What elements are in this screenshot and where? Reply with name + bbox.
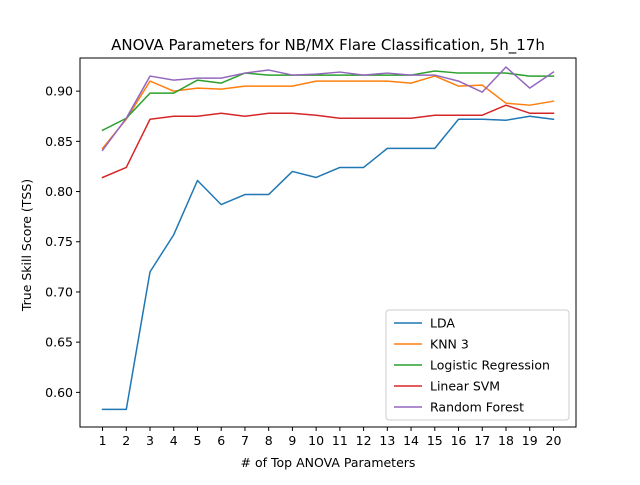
y-tick-label: 0.85 xyxy=(45,134,73,149)
legend-label-logistic-regression: Logistic Regression xyxy=(430,358,550,373)
x-tick-label: 12 xyxy=(356,433,372,448)
x-axis-title: # of Top ANOVA Parameters xyxy=(241,455,416,470)
x-tick-label: 8 xyxy=(265,433,273,448)
y-axis: 0.60 0.65 0.70 0.75 0.80 0.85 0.90 xyxy=(45,84,80,400)
y-tick-label: 0.70 xyxy=(45,284,73,299)
x-tick-label: 13 xyxy=(379,433,395,448)
x-tick-label: 3 xyxy=(146,433,154,448)
x-tick-label: 16 xyxy=(451,433,467,448)
x-tick-label: 9 xyxy=(288,433,296,448)
x-tick-label: 2 xyxy=(122,433,130,448)
x-tick-label: 18 xyxy=(498,433,514,448)
x-tick-label: 15 xyxy=(427,433,443,448)
x-tick-label: 10 xyxy=(308,433,324,448)
series-line-linear-svm xyxy=(101,104,555,179)
x-tick-label: 1 xyxy=(99,433,107,448)
x-tick-label: 20 xyxy=(546,433,562,448)
y-tick-label: 0.60 xyxy=(45,385,73,400)
series-line-logistic-regression xyxy=(101,70,555,132)
legend-box xyxy=(385,309,570,421)
y-tick-label: 0.65 xyxy=(45,335,73,350)
x-tick-label: 6 xyxy=(217,433,225,448)
x-tick-label: 7 xyxy=(241,433,249,448)
y-tick-label: 0.80 xyxy=(45,184,73,199)
x-tick-label: 5 xyxy=(193,433,201,448)
chart-title: ANOVA Parameters for NB/MX Flare Classif… xyxy=(111,36,545,55)
series-line-lda xyxy=(101,115,555,411)
x-tick-label: 19 xyxy=(522,433,538,448)
plot-area-frame xyxy=(79,57,577,428)
legend-label-lda: LDA xyxy=(430,316,455,331)
legend-label-linear-svm: Linear SVM xyxy=(430,379,500,394)
plot-marks xyxy=(101,66,555,411)
legend-label-knn-3: KNN 3 xyxy=(430,337,469,352)
x-tick-label: 14 xyxy=(403,433,419,448)
x-tick-label: 17 xyxy=(474,433,490,448)
x-tick-label: 4 xyxy=(170,433,178,448)
x-tick-label: 11 xyxy=(332,433,348,448)
x-axis: 1 2 3 4 5 6 7 8 9 10 11 12 13 14 15 16 17 18 19 20 xyxy=(99,427,562,448)
y-axis-title: True Skill Score (TSS) xyxy=(19,179,34,312)
y-tick-label: 0.75 xyxy=(45,234,73,249)
y-tick-label: 0.90 xyxy=(45,84,73,99)
legend: LDA KNN 3 Logistic Regression Linear SVM Ran… xyxy=(385,309,570,421)
legend-label-random-forest: Random Forest xyxy=(430,400,524,415)
series-line-random-forest xyxy=(101,66,555,152)
